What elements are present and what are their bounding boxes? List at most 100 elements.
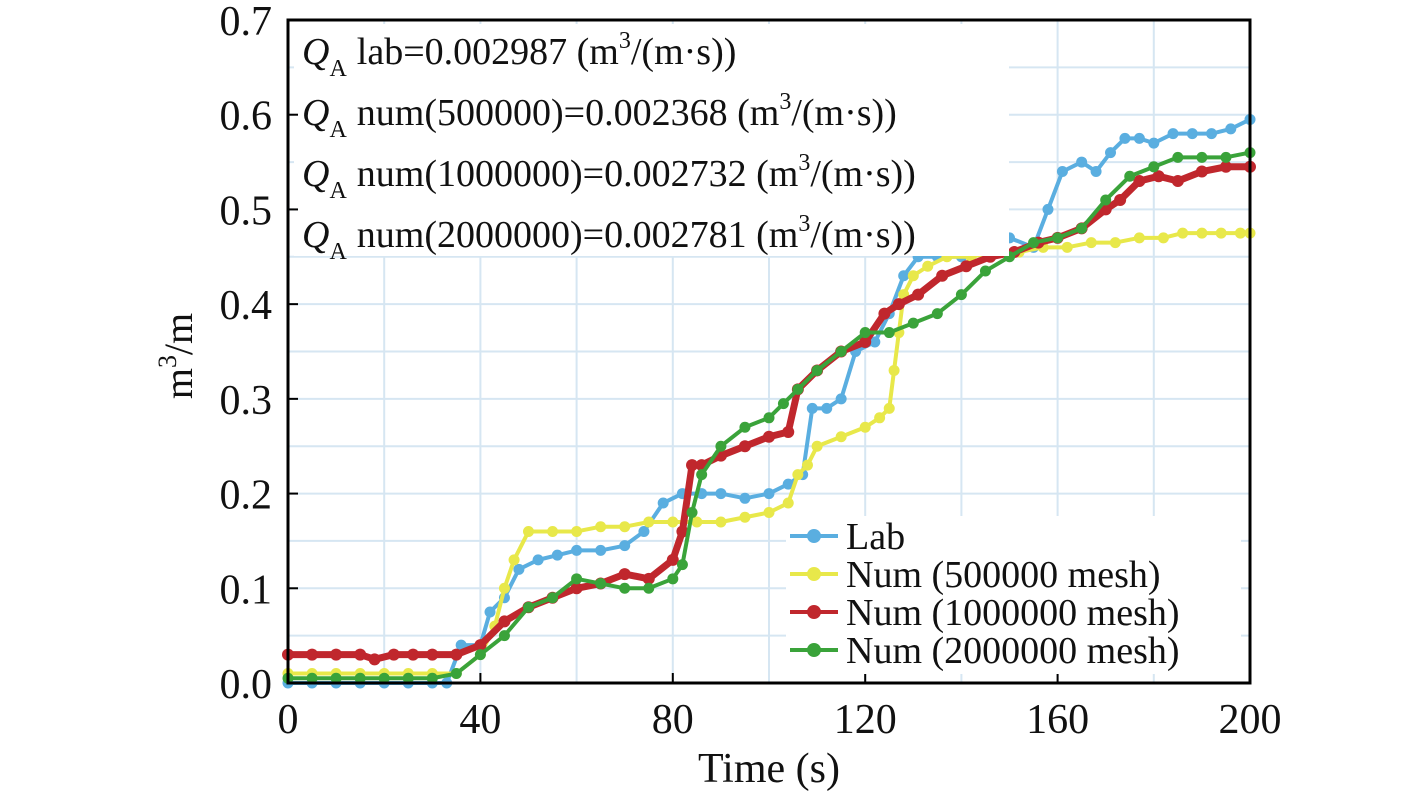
data-point bbox=[306, 648, 319, 661]
data-point bbox=[595, 544, 607, 556]
data-point bbox=[619, 540, 631, 552]
legend-marker bbox=[807, 643, 821, 657]
annotation-sup: 3 bbox=[798, 150, 810, 176]
data-point bbox=[513, 563, 525, 575]
data-point bbox=[1186, 128, 1198, 140]
data-point bbox=[907, 317, 919, 329]
annotation-sub: A bbox=[329, 56, 347, 82]
data-point bbox=[667, 573, 679, 585]
data-point bbox=[618, 568, 631, 581]
data-point bbox=[667, 516, 679, 528]
x-tick-label: 120 bbox=[834, 697, 897, 743]
data-point bbox=[912, 288, 925, 301]
x-tick-label: 200 bbox=[1219, 697, 1282, 743]
annotation-q: Q bbox=[302, 92, 329, 134]
data-point bbox=[657, 497, 669, 509]
data-point bbox=[1206, 128, 1218, 140]
annotation-line: QA num(500000)=0.002368 (m3/(m·s)) bbox=[302, 89, 897, 143]
data-point bbox=[498, 630, 510, 642]
legend-label: Num (500000 mesh) bbox=[846, 554, 1161, 596]
data-point bbox=[859, 336, 872, 349]
legend-item: Num (1000000 mesh) bbox=[790, 592, 1180, 634]
annotation-sub: A bbox=[329, 117, 347, 143]
data-point bbox=[782, 478, 794, 490]
data-point bbox=[1124, 170, 1136, 182]
legend-background bbox=[786, 516, 1241, 674]
data-point bbox=[676, 525, 689, 538]
x-tick-label: 0 bbox=[278, 697, 299, 743]
data-point bbox=[922, 260, 934, 272]
data-point bbox=[1225, 123, 1237, 135]
data-point bbox=[426, 648, 439, 661]
annotation-tail: /(m·s)) bbox=[810, 214, 916, 256]
data-point bbox=[1148, 161, 1160, 173]
y-axis-label-tail: /m bbox=[156, 313, 201, 355]
data-point bbox=[532, 554, 544, 566]
data-point bbox=[474, 639, 487, 652]
data-point bbox=[676, 559, 688, 571]
data-point bbox=[570, 582, 583, 595]
data-point bbox=[643, 582, 655, 594]
data-point bbox=[571, 544, 583, 556]
data-point bbox=[595, 578, 607, 590]
data-point bbox=[1234, 227, 1246, 239]
data-point bbox=[484, 606, 496, 618]
data-point bbox=[686, 459, 699, 472]
ticks: 0 40 80 120 160 200 0.0 0.1 0.2 0.3 0.4 0.5 0.6 0.7 bbox=[220, 0, 1282, 743]
data-point bbox=[835, 431, 847, 443]
data-point bbox=[777, 398, 789, 410]
data-point bbox=[892, 298, 905, 311]
annotation-q: Q bbox=[302, 31, 329, 73]
y-tick-label: 0.2 bbox=[220, 473, 273, 519]
data-point bbox=[869, 336, 881, 348]
data-point bbox=[931, 308, 943, 320]
legend-item: Lab bbox=[790, 516, 905, 558]
annotation-background bbox=[294, 24, 1009, 256]
y-tick-label: 0.0 bbox=[220, 662, 273, 708]
y-tick-label: 0.5 bbox=[220, 188, 273, 234]
data-point bbox=[1196, 151, 1208, 163]
data-point bbox=[498, 582, 510, 594]
data-point bbox=[801, 459, 813, 471]
annotations: QA lab=0.002987 (m3/(m·s))QA num(500000)=0… bbox=[294, 24, 1009, 265]
plot-frame bbox=[286, 18, 1252, 685]
data-point bbox=[387, 648, 400, 661]
data-point bbox=[715, 440, 727, 452]
data-point bbox=[1114, 193, 1127, 206]
data-point bbox=[523, 601, 534, 613]
data-point bbox=[907, 270, 919, 282]
data-point bbox=[792, 469, 804, 481]
data-point bbox=[1076, 156, 1088, 168]
annotation-sup: 3 bbox=[779, 89, 791, 115]
data-point bbox=[508, 554, 520, 566]
data-point bbox=[859, 327, 871, 339]
data-point bbox=[835, 346, 847, 357]
annotation-sub: A bbox=[329, 178, 347, 204]
data-point bbox=[1085, 237, 1097, 249]
data-point bbox=[642, 572, 655, 585]
data-point bbox=[450, 648, 463, 661]
data-point bbox=[739, 492, 751, 504]
y-tick-label: 0.4 bbox=[220, 283, 273, 329]
data-point bbox=[782, 497, 794, 509]
legend-marker bbox=[807, 529, 821, 543]
annotation-sub: A bbox=[329, 239, 347, 265]
data-point bbox=[619, 521, 631, 533]
data-point bbox=[407, 648, 420, 661]
data-point bbox=[936, 269, 949, 282]
legend-label: Num (2000000 mesh) bbox=[846, 630, 1180, 672]
data-point bbox=[811, 440, 823, 452]
data-point bbox=[806, 402, 818, 414]
legend-item: Num (500000 mesh) bbox=[790, 554, 1161, 596]
data-point bbox=[638, 525, 650, 537]
data-point bbox=[1133, 232, 1145, 244]
x-tick-label: 80 bbox=[652, 697, 694, 743]
data-point bbox=[1105, 147, 1117, 159]
annotation-tail: /(m·s)) bbox=[631, 31, 737, 73]
annotation-text: num(2000000)=0.002781 (m bbox=[357, 214, 799, 256]
y-axis-label-sup: 3 bbox=[153, 355, 182, 368]
data-point bbox=[619, 582, 631, 594]
x-tick-label: 40 bbox=[459, 697, 501, 743]
data-point bbox=[960, 260, 973, 273]
